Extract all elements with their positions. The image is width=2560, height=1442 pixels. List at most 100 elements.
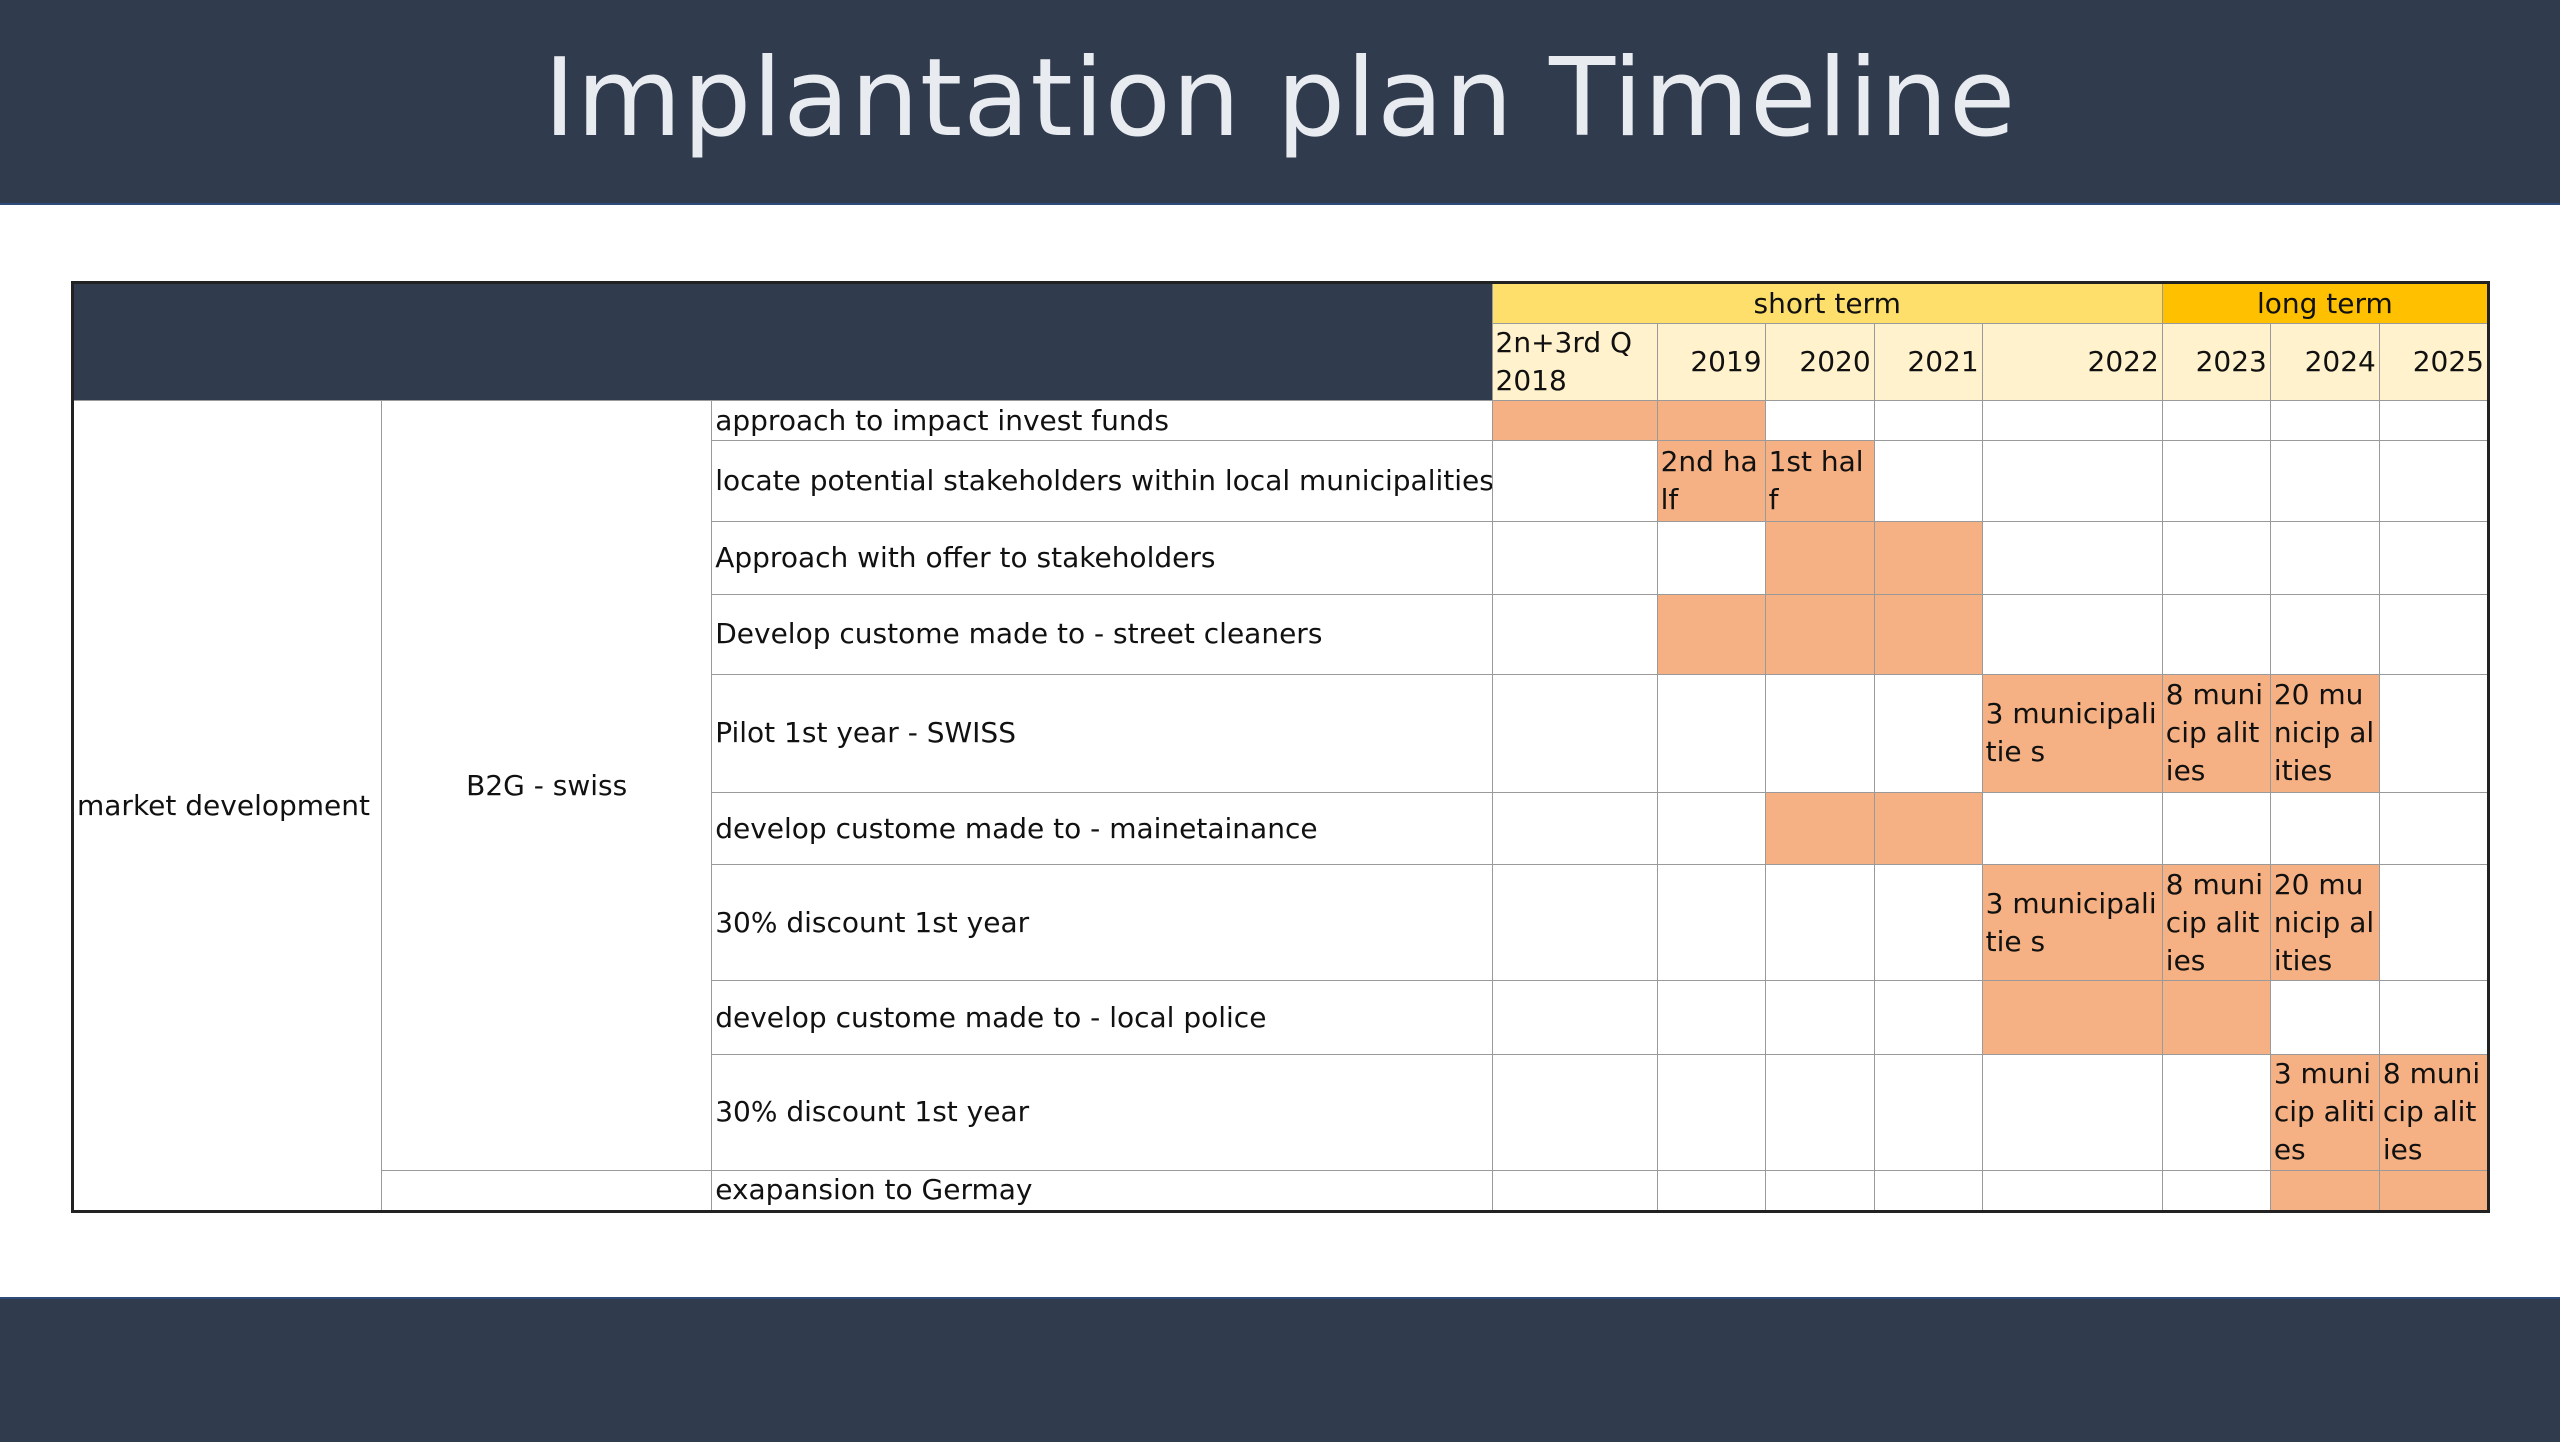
task-row: Approach with offer to stakeholders: [73, 520, 2490, 595]
title-band: Implantation plan Timeline: [0, 0, 2560, 205]
timeline-cell: [1656, 673, 1766, 794]
timeline-cell-active: [1873, 792, 1983, 866]
timeline-cell-label: 1st half: [1764, 440, 1875, 522]
timeline-cell: [1491, 440, 1658, 522]
timeline-cell: [1764, 1053, 1875, 1171]
task-name: 30% discount 1st year: [711, 1053, 1493, 1171]
timeline-cell: [1764, 400, 1875, 442]
timeline-cell: [2269, 400, 2380, 442]
timeline-cell: [1656, 1169, 1766, 1213]
year-header: 2020: [1764, 323, 1875, 402]
slide-title: Implantation plan Timeline: [543, 36, 2017, 161]
timeline-cell: [2161, 593, 2271, 675]
timeline-cell: [1656, 980, 1766, 1055]
timeline-cell-active: [1656, 400, 1766, 442]
group-short-term: short term: [1491, 281, 2163, 325]
timeline-cell: [1491, 673, 1658, 794]
timeline-cell-label: 8 municip alities: [2378, 1053, 2490, 1171]
timeline-cell: [1873, 440, 1983, 522]
timeline-cell: [1764, 864, 1875, 982]
task-name: Approach with offer to stakeholders: [711, 520, 1493, 595]
timeline-cell-active: [2161, 980, 2271, 1055]
group-header-row: short term long term: [72, 281, 2490, 402]
timeline-cell-active: [1656, 593, 1766, 675]
timeline-cell-label: 20 municip alities: [2269, 673, 2380, 794]
task-rows: market development B2G - swiss approach to…: [71, 400, 2490, 1213]
timeline-cell-active: [2378, 1169, 2490, 1213]
timeline-cell: [1491, 980, 1658, 1055]
task-name: exapansion to Germay: [711, 1169, 1493, 1213]
timeline-cell-active: [2269, 1169, 2380, 1213]
timeline-cell-active: [1491, 400, 1658, 442]
timeline-cell: [1981, 440, 2163, 522]
timeline-cell-active: [1981, 980, 2163, 1055]
task-row: exapansion to Germay: [73, 1169, 2490, 1213]
timeline-cell: [1981, 593, 2163, 675]
timeline-cell: [2269, 792, 2380, 866]
timeline-cell-label: 8 municip alities: [2161, 864, 2271, 982]
timeline-cell-label: 2nd half: [1656, 440, 1766, 522]
task-name: approach to impact invest funds: [711, 400, 1493, 442]
task-name: 30% discount 1st year: [711, 864, 1493, 982]
timeline-cell-active: [1873, 593, 1983, 675]
timeline-cell: [1981, 792, 2163, 866]
segment-empty: [381, 1169, 713, 1213]
timeline-cell: [1491, 864, 1658, 982]
timeline-cell: [1656, 864, 1766, 982]
timeline-cell: [1491, 520, 1658, 595]
timeline-cell: [1764, 980, 1875, 1055]
task-name: develop custome made to - local police: [711, 980, 1493, 1055]
timeline-cell: [2378, 864, 2490, 982]
timeline-cell: [2378, 400, 2490, 442]
year-header: 2025: [2378, 323, 2490, 402]
timeline-cell: [1764, 673, 1875, 794]
year-header: 2022: [1981, 323, 2163, 402]
timeline-cell: [2269, 593, 2380, 675]
timeline-cell: [1981, 520, 2163, 595]
timeline-cell: [1491, 792, 1658, 866]
timeline-cell: [1981, 1053, 2163, 1171]
timeline-cell: [1764, 1169, 1875, 1213]
area-label: market development: [71, 400, 383, 1212]
timeline-cell: [1656, 792, 1766, 866]
timeline-cell: [2378, 520, 2490, 595]
timeline-cell: [2161, 1053, 2271, 1171]
year-header: 2n+3rd Q 2018: [1491, 323, 1658, 402]
timeline-cell: [1656, 1053, 1766, 1171]
segment-label: B2G - swiss: [381, 400, 713, 1171]
timeline-cell-label: 8 municip alities: [2161, 673, 2271, 794]
timeline-cell: [1656, 520, 1766, 595]
task-name: Pilot 1st year - SWISS: [711, 673, 1493, 794]
timeline-cell: [1491, 593, 1658, 675]
timeline-cell: [2161, 1169, 2271, 1213]
task-row: Develop custome made to - street cleaner…: [73, 593, 2490, 675]
timeline-cell: [2161, 440, 2271, 522]
task-row: locate potential stakeholders within loc…: [73, 440, 2490, 522]
timeline-cell: [1873, 400, 1983, 442]
timeline-cell-label: 20 municip alities: [2269, 864, 2380, 982]
timeline-cell-active: [1764, 792, 1875, 866]
timeline-cell: [2269, 520, 2380, 595]
timeline-cell: [1491, 1053, 1658, 1171]
timeline-cell: [2161, 400, 2271, 442]
timeline-cell-active: [1873, 520, 1983, 595]
timeline-cell-label: 3 municipalitie s: [1981, 673, 2163, 794]
timeline-cell: [2378, 980, 2490, 1055]
timeline-cell: [2269, 440, 2380, 522]
year-header: 2024: [2269, 323, 2380, 402]
timeline-cell: [1873, 864, 1983, 982]
header-blank: [72, 281, 1493, 402]
task-row: develop custome made to - mainetainance: [73, 792, 2490, 866]
task-row: develop custome made to - local police: [73, 980, 2490, 1055]
task-name: locate potential stakeholders within loc…: [711, 440, 1493, 522]
timeline-cell-active: [1764, 593, 1875, 675]
timeline-cell: [2161, 792, 2271, 866]
timeline-cell: [2161, 520, 2271, 595]
task-name: Develop custome made to - street cleaner…: [711, 593, 1493, 675]
group-long-term: long term: [2161, 281, 2490, 325]
timeline-cell-active: [1764, 520, 1875, 595]
timeline-cell: [2378, 440, 2490, 522]
task-row: market development B2G - swiss approach to…: [71, 400, 2490, 1212]
